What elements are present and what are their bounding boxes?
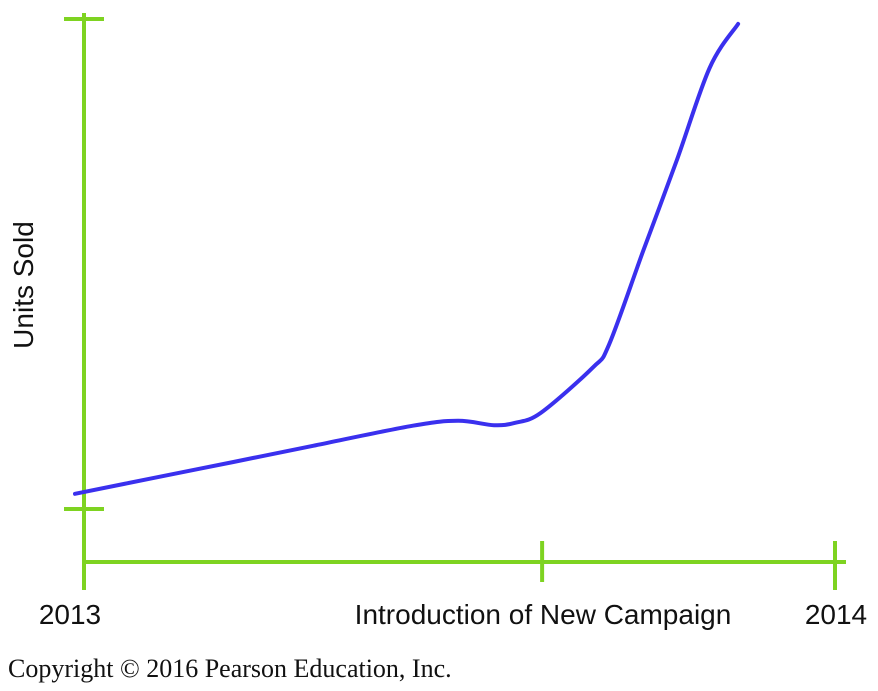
- x-tick-label-campaign: Introduction of New Campaign: [355, 599, 732, 630]
- x-tick-label-2014: 2014: [805, 599, 867, 630]
- x-tick-label-2013: 2013: [39, 599, 101, 630]
- y-axis-label: Units Sold: [8, 221, 39, 349]
- units-sold-line: [73, 21, 741, 496]
- copyright-notice: Copyright © 2016 Pearson Education, Inc.: [8, 654, 452, 683]
